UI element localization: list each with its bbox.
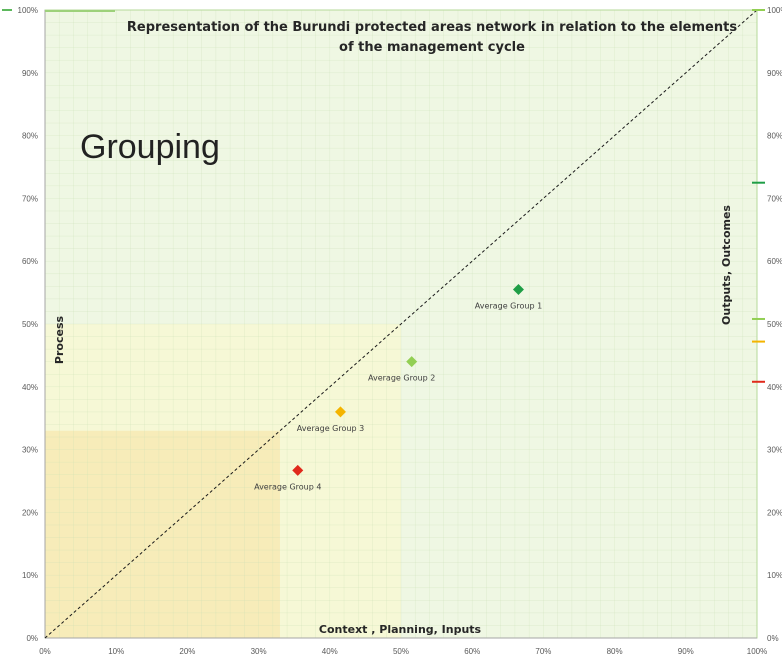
x-tick-label: 30% <box>251 647 267 656</box>
y-axis-label-left: Process <box>53 315 66 364</box>
data-point-marker <box>334 406 346 418</box>
y-tick-label-left: 100% <box>18 6 38 15</box>
grid-layer <box>44 9 758 639</box>
x-tick-label: 40% <box>322 647 338 656</box>
y-tick-label-left: 20% <box>22 508 38 517</box>
y-tick-label-right: 20% <box>767 508 782 517</box>
x-tick-label: 20% <box>179 647 195 656</box>
data-point-label: Average Group 4 <box>254 482 321 491</box>
x-axis-label: Context , Planning, Inputs <box>319 623 482 636</box>
y-tick-label-left: 50% <box>22 320 38 329</box>
x-tick-labels: 0% 10% 20% 30% 40% 50% 60% 70% 80% 90% 100% <box>39 647 767 656</box>
x-tick-label: 90% <box>678 647 694 656</box>
y-tick-label-right: 100% <box>767 6 782 15</box>
y-tick-label-left: 0% <box>26 634 38 643</box>
x-tick-label: 70% <box>535 647 551 656</box>
y-tick-labels-left: 0% 10% 20% 30% 40% 50% 60% 70% 80% 90% 100% <box>18 6 38 643</box>
y-tick-label-right: 60% <box>767 257 782 266</box>
x-tick-label: 100% <box>747 647 767 656</box>
x-tick-label: 80% <box>607 647 623 656</box>
grouping-annotation: Grouping <box>80 128 220 166</box>
y-tick-label-right: 0% <box>767 634 779 643</box>
y-tick-label-right: 50% <box>767 320 782 329</box>
y-tick-label-left: 60% <box>22 257 38 266</box>
y-tick-label-left: 90% <box>22 69 38 78</box>
y-tick-label-left: 40% <box>22 383 38 392</box>
data-point-marker <box>406 356 418 368</box>
axis-frame <box>44 9 758 639</box>
y-tick-label-right: 30% <box>767 446 782 455</box>
data-point-label: Average Group 1 <box>475 301 542 310</box>
y-tick-label-right: 90% <box>767 69 782 78</box>
y-tick-label-right: 70% <box>767 194 782 203</box>
diagonal-reference-layer <box>44 9 758 639</box>
data-points: Average Group 1 Average Group 2 Average Gr… <box>254 283 542 491</box>
chart-title-line-1: Representation of the Burundi protected … <box>127 20 737 35</box>
x-tick-label: 10% <box>108 647 124 656</box>
right-axis-markers <box>2 9 765 383</box>
y-tick-label-left: 10% <box>22 571 38 580</box>
y-tick-label-right: 10% <box>767 571 782 580</box>
y-tick-label-left: 70% <box>22 194 38 203</box>
x-tick-label: 50% <box>393 647 409 656</box>
chart-title-line-2: of the management cycle <box>339 40 525 55</box>
y-tick-label-left: 30% <box>22 446 38 455</box>
data-point-marker <box>512 283 524 295</box>
y-tick-label-left: 80% <box>22 132 38 141</box>
x-tick-label: 60% <box>464 647 480 656</box>
x-tick-label: 0% <box>39 647 51 656</box>
y-tick-label-right: 40% <box>767 383 782 392</box>
y-axis-label-right: Outputs, Outcomes <box>720 205 733 325</box>
data-point-marker <box>292 464 304 476</box>
data-point-label: Average Group 2 <box>368 374 435 383</box>
y-tick-labels-right: 0% 10% 20% 30% 40% 50% 60% 70% 80% 90% 100% <box>767 6 782 643</box>
data-point-label: Average Group 3 <box>297 424 364 433</box>
y-tick-label-right: 80% <box>767 132 782 141</box>
diagonal-reference-line <box>44 9 758 639</box>
